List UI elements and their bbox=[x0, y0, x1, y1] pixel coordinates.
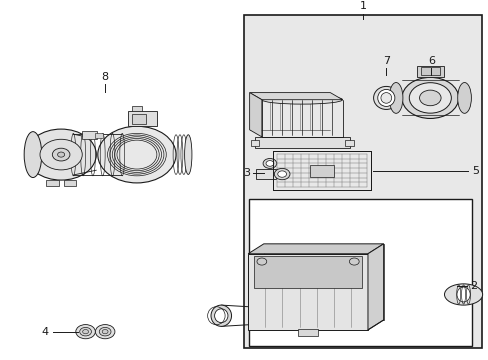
Circle shape bbox=[76, 325, 95, 339]
Circle shape bbox=[263, 158, 276, 168]
Polygon shape bbox=[367, 244, 383, 330]
Ellipse shape bbox=[456, 287, 469, 302]
Circle shape bbox=[80, 327, 91, 336]
Bar bbox=[345, 140, 353, 146]
Ellipse shape bbox=[419, 90, 440, 106]
Bar bbox=[82, 131, 97, 139]
Bar bbox=[244, 15, 481, 348]
Ellipse shape bbox=[24, 132, 41, 177]
Circle shape bbox=[58, 152, 64, 157]
Text: 2: 2 bbox=[469, 281, 477, 291]
Bar bbox=[272, 151, 370, 190]
Ellipse shape bbox=[377, 89, 394, 107]
Bar bbox=[250, 140, 259, 146]
Circle shape bbox=[26, 129, 96, 180]
Ellipse shape bbox=[408, 83, 450, 113]
Ellipse shape bbox=[184, 135, 192, 175]
Circle shape bbox=[40, 139, 82, 170]
Bar bbox=[46, 180, 59, 186]
Ellipse shape bbox=[214, 309, 227, 323]
Bar bbox=[256, 170, 275, 179]
Text: 4: 4 bbox=[41, 327, 49, 337]
Ellipse shape bbox=[401, 77, 458, 118]
Ellipse shape bbox=[388, 82, 402, 113]
Bar bbox=[254, 137, 349, 148]
Ellipse shape bbox=[444, 284, 482, 305]
Text: 8: 8 bbox=[102, 72, 108, 82]
Bar bbox=[128, 111, 157, 126]
Text: 7: 7 bbox=[382, 56, 389, 66]
Text: 6: 6 bbox=[427, 56, 434, 66]
Circle shape bbox=[277, 171, 286, 177]
Polygon shape bbox=[249, 93, 262, 137]
Circle shape bbox=[348, 258, 358, 265]
Bar bbox=[63, 180, 76, 186]
Bar bbox=[309, 165, 333, 177]
Bar bbox=[254, 256, 361, 288]
Ellipse shape bbox=[373, 86, 398, 109]
Ellipse shape bbox=[457, 82, 470, 113]
Circle shape bbox=[99, 327, 111, 336]
Circle shape bbox=[265, 161, 273, 166]
Polygon shape bbox=[264, 244, 383, 320]
Ellipse shape bbox=[380, 93, 391, 103]
Circle shape bbox=[82, 329, 88, 334]
Bar bbox=[298, 329, 317, 336]
Bar bbox=[248, 254, 367, 330]
Text: 1: 1 bbox=[359, 1, 366, 11]
Text: 5: 5 bbox=[471, 166, 478, 176]
Bar bbox=[95, 132, 103, 138]
Bar bbox=[132, 114, 145, 125]
Circle shape bbox=[95, 325, 115, 339]
Polygon shape bbox=[249, 93, 342, 100]
Bar bbox=[272, 151, 370, 190]
Ellipse shape bbox=[262, 95, 342, 104]
Bar bbox=[416, 66, 443, 77]
Bar bbox=[420, 67, 439, 75]
Bar bbox=[262, 100, 342, 137]
Circle shape bbox=[52, 148, 70, 161]
Circle shape bbox=[257, 258, 266, 265]
Bar bbox=[132, 106, 142, 111]
Bar bbox=[249, 199, 471, 346]
Circle shape bbox=[274, 168, 289, 180]
Circle shape bbox=[102, 329, 108, 334]
Text: 3: 3 bbox=[243, 168, 249, 178]
Circle shape bbox=[98, 126, 176, 183]
Polygon shape bbox=[248, 244, 383, 254]
Ellipse shape bbox=[211, 305, 231, 327]
